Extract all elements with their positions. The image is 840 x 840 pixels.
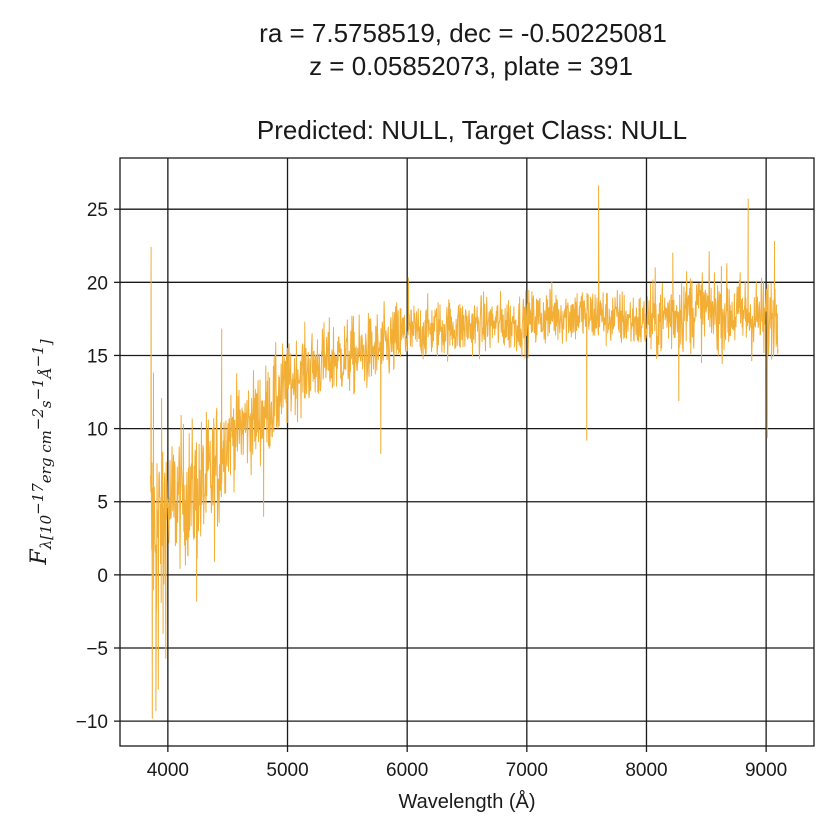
x-tick-label: 7000: [506, 760, 548, 781]
y-axis-label: Fλ[10−17erg cm−2s−1Å−1]: [27, 339, 55, 565]
x-tick-label: 5000: [266, 760, 308, 781]
y-tick-label: 20: [87, 273, 108, 294]
y-label-sup2: −2: [29, 408, 47, 430]
y-ticks: −10 −5 0 5 10 15 20 25: [76, 200, 120, 733]
spectrum-series-line: [150, 185, 779, 719]
x-tick-label: 4000: [147, 760, 189, 781]
y-label-ang: Å: [37, 367, 55, 380]
y-tick-label: 15: [87, 346, 108, 367]
y-label-mid: erg cm: [37, 430, 55, 483]
y-tick-label: 5: [97, 493, 108, 514]
x-tick-label: 9000: [745, 760, 787, 781]
y-label-sup4: −1: [29, 345, 47, 367]
y-label-s: s: [37, 400, 55, 408]
plot-frame: [119, 157, 815, 747]
y-label-main: F: [27, 549, 52, 566]
spectrum-plot-area: [150, 185, 779, 719]
y-tick-label: −10: [76, 712, 108, 733]
y-label-close: ]: [37, 339, 55, 346]
y-label-sub: λ[10: [37, 514, 55, 550]
y-label-sup3: −1: [29, 378, 47, 400]
x-axis-label: Wavelength (Å): [398, 790, 535, 813]
y-tick-label: 0: [97, 566, 108, 587]
y-tick-label: 10: [87, 420, 108, 441]
x-ticks: 4000 5000 6000 7000 8000 9000: [147, 746, 787, 781]
chart-title: Predicted: NULL, Target Class: NULL: [257, 115, 687, 145]
y-tick-label: 25: [87, 200, 108, 221]
header-line-1: ra = 7.5758519, dec = -0.50225081: [259, 18, 667, 48]
x-tick-label: 8000: [625, 760, 667, 781]
y-label-sup1: −17: [29, 483, 47, 515]
y-tick-label: −5: [86, 639, 108, 660]
header-line-2: z = 0.05852073, plate = 391: [309, 51, 633, 81]
x-tick-label: 6000: [386, 760, 428, 781]
